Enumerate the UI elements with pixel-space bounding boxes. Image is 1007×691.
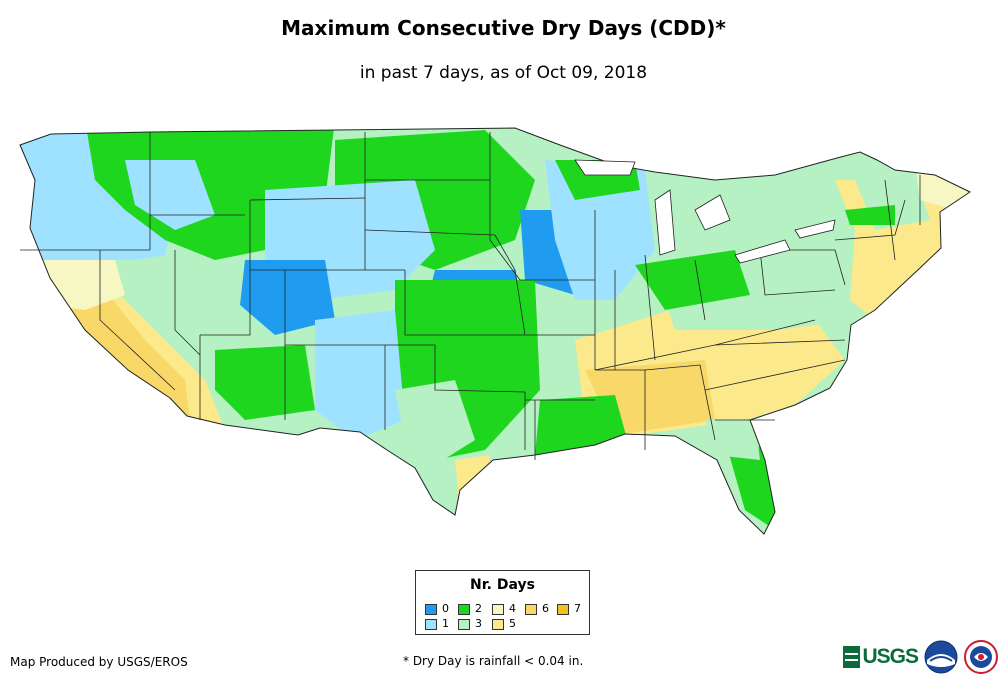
great-lakes [574, 159, 836, 264]
legend-label: 0 [442, 602, 449, 615]
legend-label: 3 [475, 617, 482, 630]
usgs-logo: USGS [843, 642, 919, 672]
legend-swatch [425, 618, 437, 630]
map-subtitle: in past 7 days, as of Oct 09, 2018 [359, 63, 648, 83]
dry-days-map [19, 127, 972, 535]
legend-item-1: 1 [425, 618, 449, 630]
legend-item-3: 3 [458, 618, 482, 630]
legend-item-7: 7 [557, 603, 581, 615]
legend-item-6: 6 [525, 603, 549, 615]
legend-swatch [492, 603, 504, 615]
legend-swatch [525, 603, 537, 615]
legend-item-2: 2 [458, 603, 482, 615]
legend-title: Nr. Days [470, 577, 535, 593]
map-credit: Map Produced by USGS/EROS [10, 655, 188, 669]
noaa-logo [924, 640, 958, 674]
legend-swatch [458, 603, 470, 615]
legend-item-5: 5 [492, 618, 516, 630]
legend-item-0: 0 [425, 603, 449, 615]
map-title: Maximum Consecutive Dry Days (CDD)* [281, 16, 726, 40]
state-boundaries [20, 132, 921, 460]
nws-logo [964, 640, 998, 674]
legend-label: 2 [475, 602, 482, 615]
usgs-logo-text: USGS [862, 645, 919, 668]
legend-label: 6 [542, 602, 549, 615]
legend-swatch [557, 603, 569, 615]
legend-label: 5 [509, 617, 516, 630]
legend-swatch [458, 618, 470, 630]
legend-label: 4 [509, 602, 516, 615]
legend-swatch [425, 603, 437, 615]
legend-swatch [492, 618, 504, 630]
legend-item-4: 4 [492, 603, 516, 615]
legend-label: 7 [574, 602, 581, 615]
legend: Nr. Days 0 1 2 3 4 5 6 7 [415, 570, 590, 635]
usgs-mark-icon [843, 646, 861, 668]
legend-label: 1 [442, 617, 449, 630]
dry-day-footnote: * Dry Day is rainfall < 0.04 in. [403, 654, 584, 668]
us-outline [19, 127, 972, 535]
